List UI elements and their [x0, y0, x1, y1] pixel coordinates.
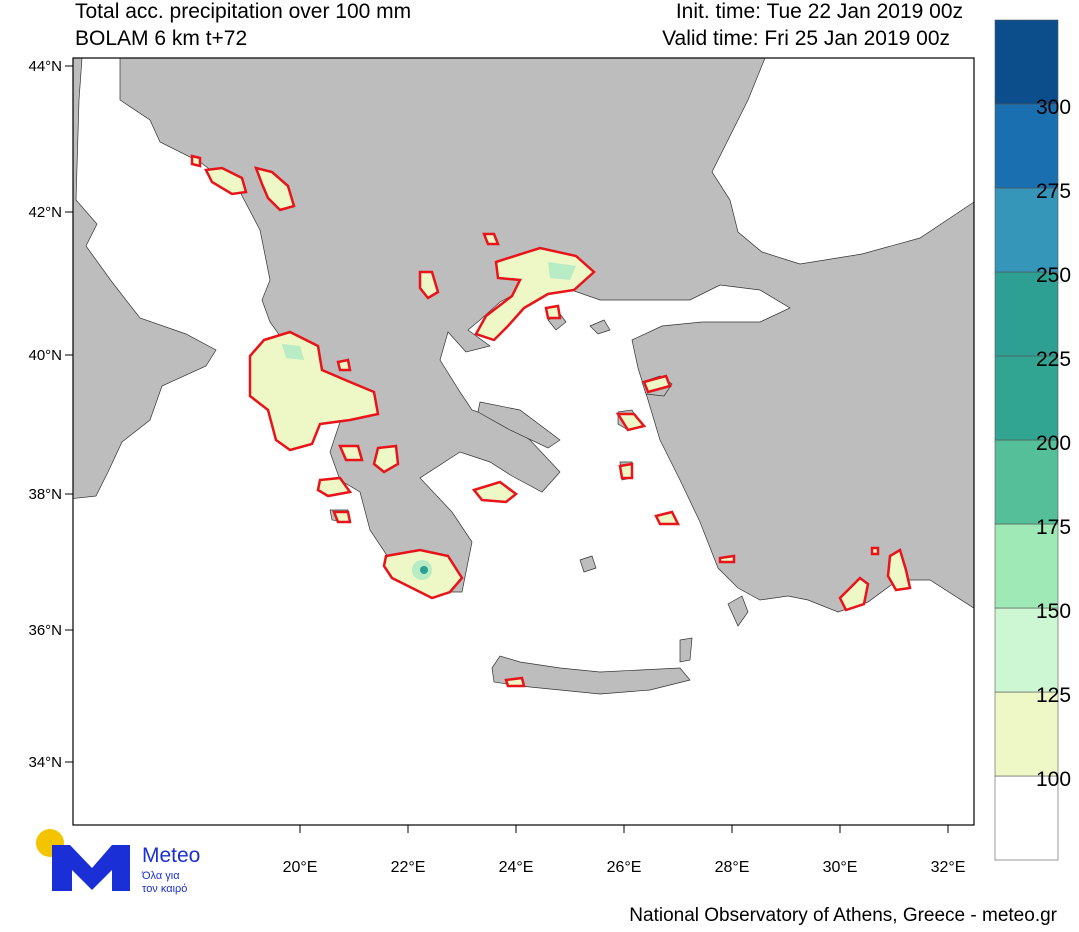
- precip-area: [332, 510, 352, 524]
- land: [679, 637, 693, 663]
- logo-tagline: Όλα για: [141, 870, 180, 882]
- colorbar-segment: [994, 439, 1059, 525]
- precip-area: [316, 476, 353, 498]
- latitude-label: 36°N: [28, 622, 62, 639]
- latitude-label: 34°N: [28, 754, 62, 771]
- precip-area: [418, 270, 440, 300]
- colorbar-segment: [994, 271, 1059, 357]
- colorbar-segment: [994, 355, 1059, 441]
- map-frame: [72, 57, 975, 826]
- precip-area: [190, 154, 202, 168]
- precip-area: [336, 358, 352, 372]
- precip-area: [204, 166, 248, 196]
- precip-max: [420, 566, 428, 574]
- longitude-label: 24°E: [499, 859, 534, 876]
- longitude-label: 20°E: [283, 859, 318, 876]
- colorbar-label: 125: [1036, 684, 1071, 707]
- footer: National Observatory of Athens, Greece -…: [629, 905, 1057, 926]
- precip-core: [282, 344, 304, 360]
- colorbar: 100 125 150 175 200 225 250 275 300: [994, 19, 1071, 861]
- colorbar-label: 300: [1036, 96, 1071, 119]
- longitude-label: 32°E: [931, 859, 966, 876]
- logo-name: Meteo: [142, 844, 200, 867]
- latitude-label: 44°N: [28, 58, 62, 75]
- land: [727, 595, 749, 627]
- latitude-label: 40°N: [28, 347, 62, 364]
- precip-area: [618, 462, 634, 480]
- land: [73, 58, 217, 499]
- precip-area: [615, 412, 647, 432]
- title: Total acc. precipitation over 100 mm: [75, 0, 411, 23]
- precip-area: [471, 480, 519, 504]
- longitude-axis: 20°E 22°E 24°E 26°E 28°E 30°E 32°E: [283, 825, 966, 876]
- logo-mark: [52, 845, 130, 891]
- colorbar-label: 250: [1036, 264, 1071, 287]
- colorbar-segment: [994, 187, 1059, 273]
- longitude-label: 26°E: [607, 859, 642, 876]
- precip-core: [548, 262, 576, 280]
- map: 44°N 42°N 40°N 38°N 36°N 34°N 20°E 22°E 24°E 26°…: [28, 57, 975, 876]
- land: [589, 319, 611, 335]
- subtitle: BOLAM 6 km t+72: [75, 27, 247, 50]
- colorbar-segment: [994, 19, 1059, 105]
- land: [491, 655, 691, 695]
- latitude-label: 42°N: [28, 204, 62, 221]
- colorbar-segment: [994, 607, 1059, 693]
- colorbar-segment: [994, 103, 1059, 189]
- precip-area: [372, 444, 400, 474]
- logo-tagline: τον καιρό: [142, 883, 187, 895]
- logo: Meteo Όλα για τον καιρό: [36, 829, 200, 895]
- precip-area: [642, 374, 672, 394]
- precip-area: [870, 546, 880, 556]
- colorbar-segment: [994, 523, 1059, 609]
- land: [579, 555, 597, 573]
- longitude-label: 22°E: [391, 859, 426, 876]
- land: [477, 401, 561, 449]
- init-time: Init. time: Tue 22 Jan 2019 00z: [676, 0, 963, 23]
- precip-area: [544, 304, 562, 320]
- longitude-label: 28°E: [715, 859, 750, 876]
- precip-area: [253, 166, 296, 212]
- latitude-axis: 44°N 42°N 40°N 38°N 36°N 34°N: [28, 58, 73, 771]
- precip-area: [654, 510, 681, 526]
- colorbar-label: 175: [1036, 516, 1071, 539]
- precip-area: [482, 232, 500, 246]
- colorbar-label: 150: [1036, 600, 1071, 623]
- valid-time: Valid time: Fri 25 Jan 2019 00z: [662, 27, 950, 50]
- latitude-label: 38°N: [28, 486, 62, 503]
- colorbar-label: 200: [1036, 432, 1071, 455]
- precip-area: [886, 548, 912, 592]
- precip-area: [248, 330, 380, 452]
- precip-area: [718, 554, 736, 564]
- precip-area: [338, 444, 364, 462]
- colorbar-segment: [994, 691, 1059, 777]
- colorbar-label: 225: [1036, 348, 1071, 371]
- land: [119, 58, 974, 613]
- colorbar-label: 100: [1036, 768, 1071, 791]
- precip-area: [504, 676, 526, 688]
- colorbar-segment: [994, 775, 1059, 861]
- longitude-label: 30°E: [823, 859, 858, 876]
- colorbar-label: 275: [1036, 180, 1071, 203]
- precip-area: [838, 576, 870, 612]
